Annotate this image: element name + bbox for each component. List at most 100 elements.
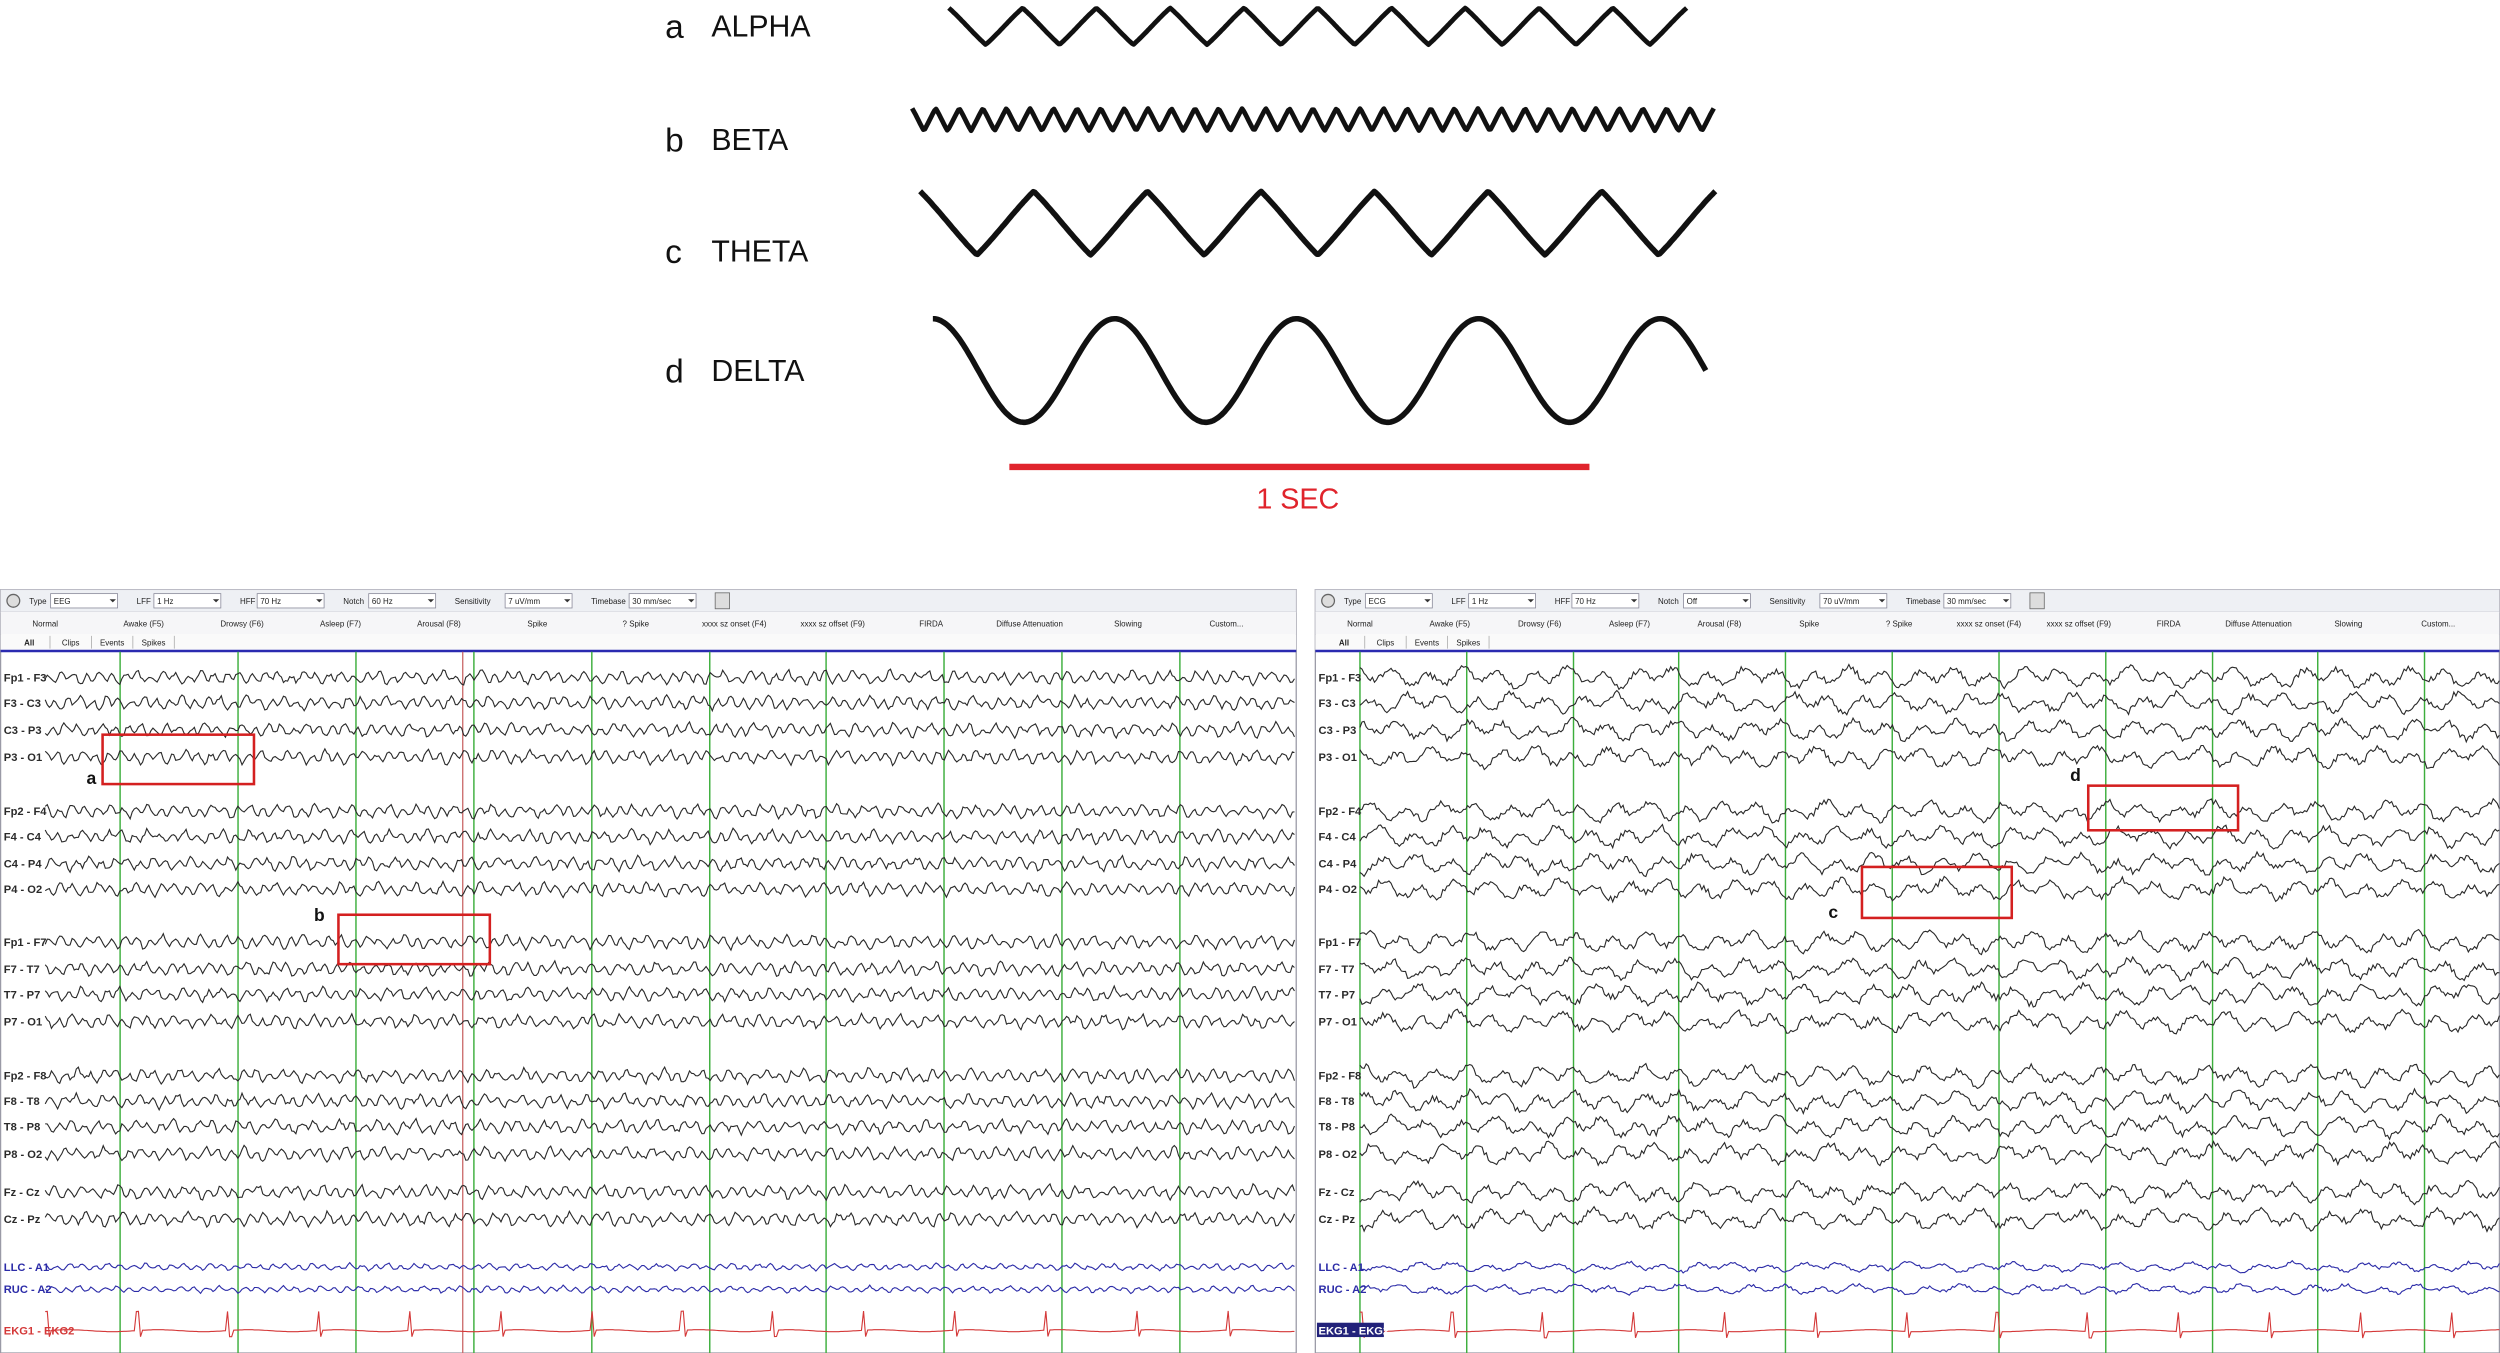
tab-bar <box>0 634 1297 651</box>
toolbar-dropdown[interactable] <box>50 593 118 609</box>
event-button[interactable]: Spike <box>1799 619 1819 628</box>
settings-icon[interactable] <box>1321 593 1336 608</box>
panel-frame <box>1314 589 2500 1353</box>
scale-label: 1 SEC <box>1256 483 1339 515</box>
toolbar-dropdown[interactable] <box>1571 593 1640 609</box>
channel-trace <box>1359 1008 2500 1036</box>
event-button[interactable]: Asleep (F7) <box>1609 619 1650 628</box>
wave-letter: c <box>665 234 682 271</box>
channel-trace <box>44 1011 1295 1031</box>
event-button[interactable]: Diffuse Attenuation <box>996 619 1063 628</box>
event-button[interactable]: Arousal (F8) <box>1698 619 1742 628</box>
channel-trace <box>1359 1178 2500 1206</box>
channel-trace <box>44 984 1295 1004</box>
channel-label: LLC - A1 <box>4 1262 49 1274</box>
event-button[interactable]: FIRDA <box>919 619 944 628</box>
channel-trace <box>1359 797 2500 824</box>
toolbar-dropdown[interactable] <box>368 593 437 609</box>
event-button[interactable]: FIRDA <box>2157 619 2182 628</box>
toolbar-value: EEG <box>54 597 71 606</box>
event-button[interactable]: Custom... <box>1209 619 1243 628</box>
event-button[interactable]: xxxx sz onset (F4) <box>1957 619 2022 628</box>
tab-bar <box>1315 634 2500 651</box>
toolbar-dropdown[interactable] <box>504 593 573 609</box>
toolbar-dropdown[interactable] <box>1683 593 1751 609</box>
channel-trace <box>44 1182 1295 1202</box>
channel-trace <box>1359 1259 2500 1274</box>
toolbar-label: Timebase <box>591 597 626 606</box>
channel-trace <box>1359 875 2500 904</box>
tab[interactable]: Clips <box>1377 638 1395 647</box>
channel-label: F8 - T8 <box>4 1096 40 1108</box>
toolbar-dropdown[interactable] <box>256 593 325 609</box>
channel-label: T8 - P8 <box>1319 1122 1356 1134</box>
event-button[interactable]: Drowsy (F6) <box>220 619 264 628</box>
channel-trace <box>45 1065 1295 1086</box>
toolbar-dropdown[interactable] <box>153 593 222 609</box>
panel-frame <box>0 589 1297 1353</box>
event-button[interactable]: Slowing <box>2334 619 2362 628</box>
event-button[interactable]: ? Spike <box>623 619 650 628</box>
dropdown-arrow <box>564 599 571 603</box>
tab[interactable]: Events <box>100 638 124 647</box>
tab[interactable]: Clips <box>62 638 80 647</box>
tab[interactable]: All <box>24 638 34 647</box>
toolbar-dropdown[interactable] <box>1819 593 1888 609</box>
channel-label: P3 - O1 <box>4 752 42 764</box>
channel-trace <box>1359 1087 2500 1116</box>
annotation-box <box>337 913 492 966</box>
toolbar-value: 1 Hz <box>157 597 173 606</box>
event-button[interactable]: Custom... <box>2421 619 2455 628</box>
channel-label: Fp2 - F4 <box>4 806 48 818</box>
event-button[interactable]: Spike <box>527 619 547 628</box>
event-button[interactable]: Awake (F5) <box>1430 619 1471 628</box>
channel-label: Fp2 - F8 <box>1319 1071 1362 1083</box>
tab[interactable]: All <box>1339 638 1349 647</box>
toolbar-label: Type <box>1344 597 1362 606</box>
toolbar-dropdown[interactable] <box>1943 593 2012 609</box>
channel-label: P3 - O1 <box>1319 752 1357 764</box>
event-button[interactable]: Normal <box>32 619 58 628</box>
event-button[interactable]: Diffuse Attenuation <box>2225 619 2292 628</box>
channel-label: F4 - C4 <box>1319 832 1357 844</box>
dropdown-arrow <box>1527 599 1534 603</box>
channel-label: RUC - A2 <box>4 1284 52 1296</box>
toolbar-dropdown[interactable] <box>1468 593 1536 609</box>
event-bar <box>0 611 1297 635</box>
tab[interactable]: Events <box>1415 638 1439 647</box>
channel-trace <box>1359 823 2500 850</box>
event-button[interactable]: Awake (F5) <box>123 619 164 628</box>
channel-label: C4 - P4 <box>1319 859 1358 871</box>
channel-trace <box>1359 981 2500 1008</box>
event-button[interactable]: Asleep (F7) <box>320 619 361 628</box>
event-button[interactable]: xxxx sz offset (F9) <box>801 619 866 628</box>
channel-trace <box>44 879 1295 899</box>
toolbar-label: Sensitivity <box>1770 597 1806 606</box>
settings-icon[interactable] <box>6 593 21 608</box>
dropdown-arrow <box>109 599 116 603</box>
event-button[interactable]: ? Spike <box>1886 619 1913 628</box>
refresh-button[interactable] <box>714 592 730 610</box>
event-button[interactable]: Slowing <box>1114 619 1142 628</box>
event-button[interactable]: xxxx sz offset (F9) <box>2047 619 2112 628</box>
event-button[interactable]: xxxx sz onset (F4) <box>702 619 767 628</box>
event-button[interactable]: Normal <box>1347 619 1373 628</box>
event-button[interactable]: Arousal (F8) <box>417 619 461 628</box>
channel-label: Fp1 - F7 <box>1319 937 1362 949</box>
dropdown-arrow <box>1742 599 1749 603</box>
toolbar-dropdown[interactable] <box>628 593 697 609</box>
toolbar-label: HFF <box>1555 597 1571 606</box>
annotation-letter: a <box>87 768 97 788</box>
tab[interactable]: Spikes <box>1456 638 1480 647</box>
dropdown-arrow <box>1878 599 1886 603</box>
event-button[interactable]: Drowsy (F6) <box>1518 619 1562 628</box>
annotation-box <box>101 733 256 786</box>
annotation-box <box>1860 865 2014 920</box>
toolbar-dropdown[interactable] <box>1364 593 1433 609</box>
toolbar-label: Type <box>29 597 47 606</box>
dropdown-arrow <box>1630 599 1638 603</box>
refresh-button[interactable] <box>2029 592 2045 610</box>
toolbar-label: HFF <box>240 597 256 606</box>
wave-trace <box>918 188 1718 258</box>
tab[interactable]: Spikes <box>142 638 166 647</box>
